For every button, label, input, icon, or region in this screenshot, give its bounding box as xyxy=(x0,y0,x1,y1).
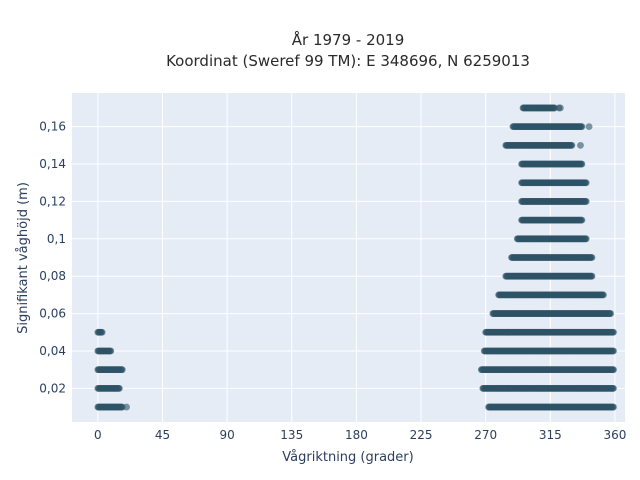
data-point xyxy=(588,272,596,280)
x-tick-label: 135 xyxy=(280,428,303,442)
data-point xyxy=(600,291,607,299)
data-point xyxy=(610,366,617,374)
data-point xyxy=(610,403,617,411)
x-axis-title: Vågriktning (grader) xyxy=(282,450,413,465)
y-tick-labels: 0,02 0,04 0,06 0,08 0,1 0,12 0,14 0,16 xyxy=(39,120,66,396)
x-tick-label: 315 xyxy=(539,428,562,442)
data-point xyxy=(577,141,584,149)
x-tick-label: 270 xyxy=(474,428,497,442)
y-tick-label: 0,16 xyxy=(39,120,66,134)
data-point xyxy=(588,254,596,261)
x-tick-label: 360 xyxy=(603,428,626,442)
x-tick-label: 0 xyxy=(94,428,102,442)
data-point xyxy=(555,104,563,112)
y-tick-label: 0,08 xyxy=(39,269,66,283)
x-tick-label: 90 xyxy=(219,428,234,442)
chart-title: År 1979 - 2019 xyxy=(292,30,405,49)
y-axis-title: Signifikant våghöjd (m) xyxy=(16,182,31,334)
x-tick-label: 180 xyxy=(345,428,368,442)
data-point xyxy=(582,179,590,187)
data-point xyxy=(98,328,106,336)
x-tick-labels: 0 45 90 135 180 225 270 315 360 xyxy=(94,428,626,442)
data-point xyxy=(123,403,130,411)
data-point xyxy=(578,216,586,224)
data-point xyxy=(607,310,615,317)
y-tick-label: 0,02 xyxy=(39,381,66,395)
y-tick-label: 0,14 xyxy=(39,157,66,171)
data-point xyxy=(568,141,576,149)
data-point xyxy=(107,347,115,355)
data-point xyxy=(610,347,617,355)
data-point xyxy=(116,384,123,392)
y-tick-label: 0,1 xyxy=(47,232,66,246)
x-tick-label: 45 xyxy=(155,428,170,442)
y-tick-label: 0,12 xyxy=(39,194,66,208)
data-point xyxy=(585,123,593,131)
data-point xyxy=(582,198,590,205)
data-point xyxy=(578,160,586,168)
chart-subtitle: Koordinat (Sweref 99 TM): E 348696, N 62… xyxy=(166,52,530,70)
data-point xyxy=(610,328,617,336)
data-point xyxy=(578,123,586,131)
y-tick-label: 0,06 xyxy=(39,307,66,321)
x-tick-label: 225 xyxy=(410,428,433,442)
scatter-points xyxy=(94,104,617,411)
data-point xyxy=(118,366,126,374)
data-point xyxy=(582,235,590,243)
y-tick-label: 0,04 xyxy=(39,344,66,358)
data-point xyxy=(610,384,617,392)
